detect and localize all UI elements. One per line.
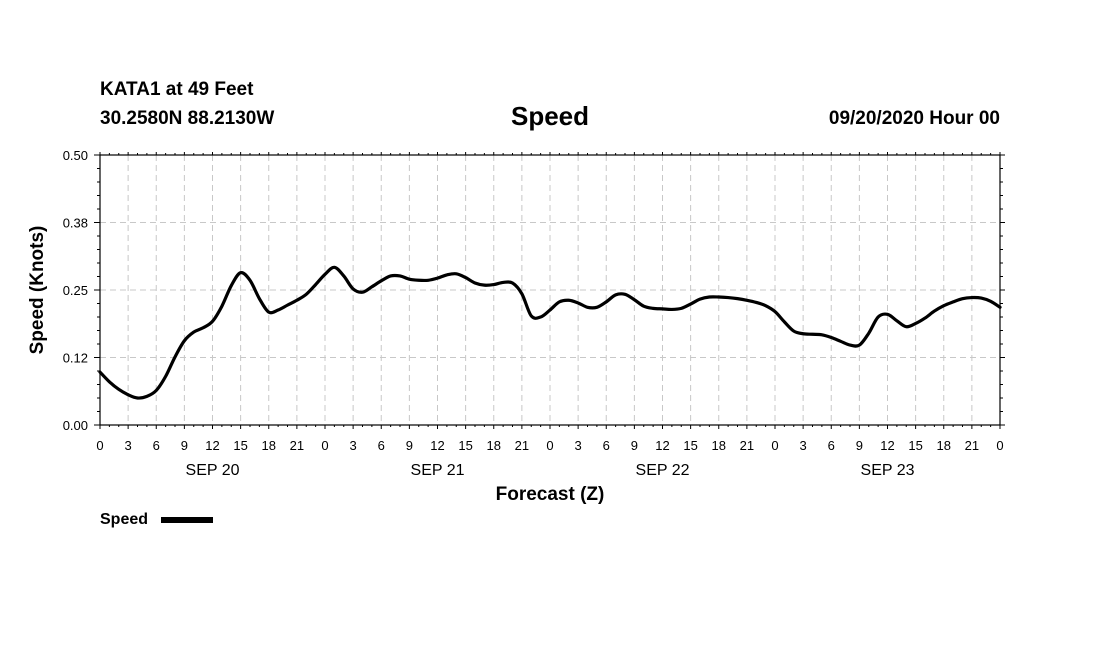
y-tick-label: 0.50 (63, 148, 88, 163)
x-tick-label: 3 (350, 438, 357, 453)
x-tick-label: 18 (487, 438, 501, 453)
x-tick-label: 3 (125, 438, 132, 453)
x-tick-label: 21 (740, 438, 754, 453)
x-tick-label: 6 (603, 438, 610, 453)
y-tick-label: 0.25 (63, 283, 88, 298)
x-tick-label: 18 (937, 438, 951, 453)
chart-title: Speed (511, 101, 589, 131)
y-tick-label: 0.38 (63, 216, 88, 231)
x-tick-label: 18 (262, 438, 276, 453)
x-tick-label: 15 (908, 438, 922, 453)
x-tick-label: 6 (378, 438, 385, 453)
station-label: KATA1 at 49 Feet (100, 79, 254, 100)
coords-label: 30.2580N 88.2130W (100, 108, 274, 129)
x-tick-label: 9 (856, 438, 863, 453)
x-tick-label: 3 (575, 438, 582, 453)
series-group (98, 265, 1002, 400)
x-tick-label: 12 (880, 438, 894, 453)
x-tick-label: 3 (800, 438, 807, 453)
x-tick-label: 9 (406, 438, 413, 453)
x-tick-label: 0 (96, 438, 103, 453)
day-label: SEP 20 (186, 462, 240, 479)
x-tick-label: 6 (153, 438, 160, 453)
x-tick-label: 0 (996, 438, 1003, 453)
y-tick-label: 0.00 (63, 418, 88, 433)
legend-label: Speed (100, 511, 148, 528)
x-tick-label: 6 (828, 438, 835, 453)
day-label: SEP 21 (411, 462, 465, 479)
tick-marks (94, 152, 1005, 429)
grid-lines (100, 155, 1000, 425)
x-tick-label: 21 (515, 438, 529, 453)
x-tick-label: 0 (321, 438, 328, 453)
x-tick-label: 9 (631, 438, 638, 453)
x-tick-label: 18 (712, 438, 726, 453)
x-tick-label: 0 (546, 438, 553, 453)
x-tick-label: 9 (181, 438, 188, 453)
x-tick-label: 15 (233, 438, 247, 453)
x-tick-label: 0 (771, 438, 778, 453)
y-tick-label: 0.12 (63, 351, 88, 366)
date-label: 09/20/2020 Hour 00 (829, 108, 1000, 129)
day-label: SEP 23 (861, 462, 915, 479)
x-tick-label: 12 (655, 438, 669, 453)
x-tick-label: 12 (430, 438, 444, 453)
x-tick-labels: 0 3 6 9 12 15 18 21 0 3 6 9 12 15 18 21 0 3 6 9 12 15 18 21 0 3 6 9… (96, 438, 1003, 453)
x-tick-label: 12 (205, 438, 219, 453)
x-axis-label: Forecast (Z) (496, 484, 605, 505)
y-tick-labels: 0.00 0.12 0.25 0.38 0.50 (63, 148, 88, 433)
x-tick-label: 21 (290, 438, 304, 453)
x-tick-label: 21 (965, 438, 979, 453)
day-labels: SEP 20 SEP 21 SEP 22 SEP 23 (186, 462, 915, 479)
day-label: SEP 22 (636, 462, 690, 479)
x-tick-label: 15 (458, 438, 472, 453)
series-line-speed (98, 265, 1002, 400)
y-axis-label: Speed (Knots) (27, 226, 48, 355)
x-tick-label: 15 (683, 438, 697, 453)
legend-swatch (161, 517, 213, 523)
